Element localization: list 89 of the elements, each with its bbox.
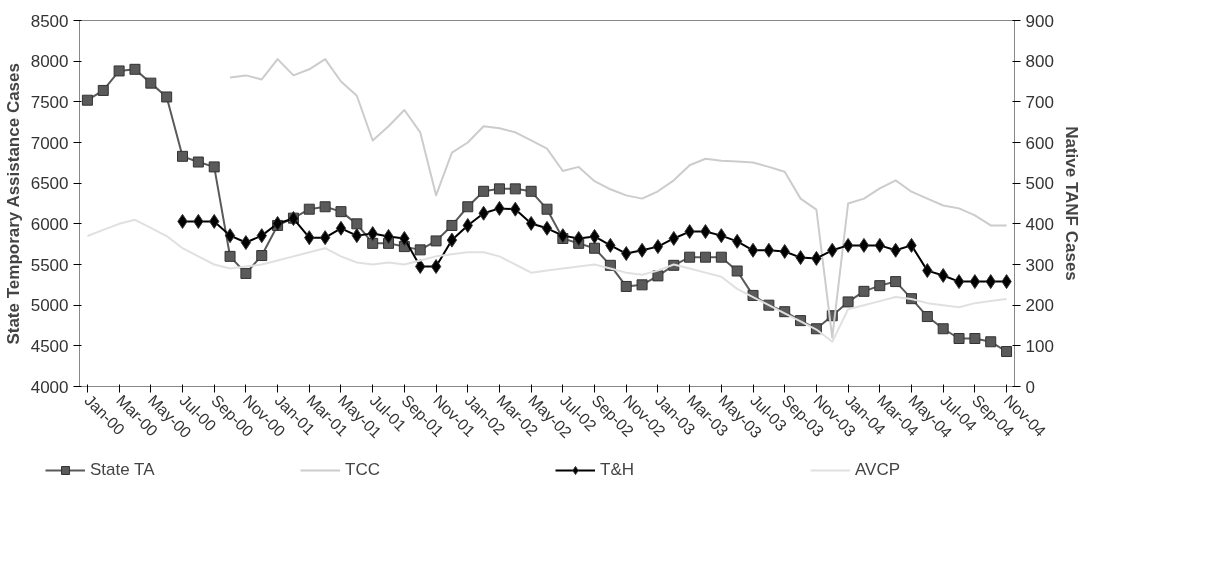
y-tick-label: 7000: [30, 133, 69, 153]
point: [636, 242, 648, 258]
line-series: [86, 218, 1008, 343]
point: [969, 333, 981, 345]
point: [256, 250, 268, 262]
legend-label: T&H: [600, 460, 635, 480]
point: [684, 251, 696, 263]
point: [303, 203, 315, 215]
point: [208, 161, 220, 173]
y2-tick-label: 900: [1025, 11, 1054, 31]
y2-tick-label: 400: [1025, 214, 1054, 234]
point: [177, 150, 189, 162]
y-tick-label: 5500: [30, 255, 69, 275]
legend-label: TCC: [345, 460, 381, 480]
point: [842, 296, 854, 308]
point: [525, 215, 537, 231]
point: [557, 228, 569, 244]
point: [493, 183, 505, 195]
point: [113, 65, 125, 77]
y2-tick-label: 500: [1025, 174, 1054, 194]
point: [335, 206, 347, 218]
point: [161, 91, 173, 103]
point: [921, 311, 933, 323]
point: [652, 239, 664, 255]
point: [81, 94, 93, 106]
point: [192, 156, 204, 168]
point: [319, 201, 331, 213]
point: [145, 77, 157, 89]
y2-tick-label: 300: [1025, 255, 1054, 275]
point: [430, 259, 442, 275]
point: [652, 270, 664, 282]
y-tick-label: 5000: [30, 296, 69, 316]
y2-tick-label: 0: [1025, 377, 1035, 397]
point: [858, 285, 870, 297]
y2-tick-label: 700: [1025, 92, 1054, 112]
point: [731, 265, 743, 277]
y-tick-label: 8000: [30, 52, 69, 72]
point: [858, 237, 870, 253]
y2-tick-label: 800: [1025, 52, 1054, 72]
y-tick-label: 8500: [30, 11, 69, 31]
point: [636, 279, 648, 291]
point: [509, 183, 521, 195]
point: [414, 244, 426, 256]
point: [969, 274, 981, 290]
point: [224, 250, 236, 262]
legend-label: AVCP: [855, 460, 902, 480]
y-tick-label: 6500: [30, 174, 69, 194]
point: [97, 84, 109, 96]
point: [446, 219, 458, 231]
point: [319, 230, 331, 246]
point: [462, 201, 474, 213]
y-tick-label: 7500: [30, 92, 69, 112]
point: [589, 242, 601, 254]
point: [525, 185, 537, 197]
point: [842, 237, 854, 253]
y-tick-label: 4000: [30, 377, 69, 397]
point: [985, 336, 997, 348]
line-series: [229, 58, 1008, 339]
legend-label: State TA: [90, 460, 156, 480]
point: [890, 276, 902, 288]
point: [446, 232, 458, 248]
point: [763, 242, 775, 258]
y2-tick-label: 600: [1025, 133, 1054, 153]
point: [953, 274, 965, 290]
point: [541, 203, 553, 215]
point: [1001, 346, 1013, 358]
point: [715, 251, 727, 263]
point: [874, 280, 886, 292]
y2-axis-title: Native TANF Cases: [1061, 126, 1081, 281]
y-axis-title: State Temporary Assistance Cases: [3, 63, 23, 345]
point: [937, 323, 949, 335]
point: [541, 220, 553, 236]
point: [699, 251, 711, 263]
point: [953, 333, 965, 345]
point: [129, 63, 141, 75]
y2-tick-label: 100: [1025, 336, 1054, 356]
point: [240, 235, 252, 251]
point: [351, 218, 363, 230]
y-tick-label: 4500: [30, 336, 69, 356]
point: [240, 267, 252, 279]
y2-tick-label: 200: [1025, 296, 1054, 316]
point: [335, 220, 347, 236]
point: [367, 237, 379, 249]
point: [478, 185, 490, 197]
point: [430, 235, 442, 247]
y-tick-label: 6000: [30, 214, 69, 234]
point: [224, 228, 236, 244]
point: [747, 242, 759, 258]
point: [620, 280, 632, 292]
